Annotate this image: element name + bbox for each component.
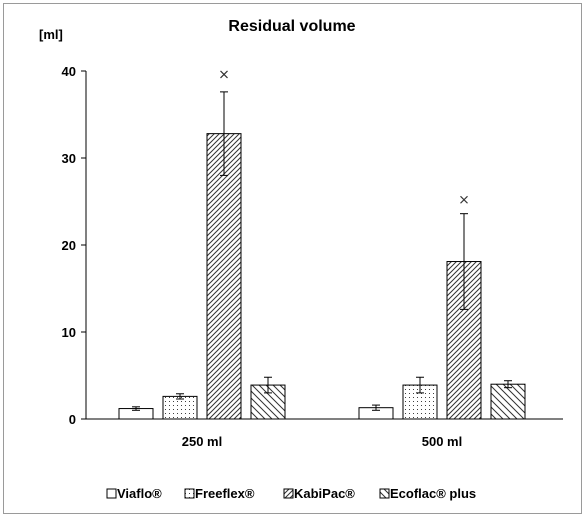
chart-title: Residual volume [228, 18, 355, 35]
outlier-marker [460, 195, 468, 204]
y-tick-label: 40 [62, 64, 76, 79]
bar-2-group-1 [162, 395, 198, 420]
legend-swatch [283, 488, 294, 499]
legend-swatch [184, 488, 195, 499]
y-axis-label: [ml] [39, 27, 63, 42]
y-tick-label: 30 [62, 151, 76, 166]
legend-label: Viaflo® [117, 486, 162, 501]
y-tick-label: 10 [62, 325, 76, 340]
x-tick-label: 250 ml [182, 434, 222, 449]
x-tick-label: 500 ml [422, 434, 462, 449]
bar-3-group-1 [206, 133, 242, 420]
outlier-marker [220, 70, 228, 79]
y-tick-label: 0 [69, 412, 76, 427]
legend-label: KabiPac® [294, 486, 355, 501]
bar-chart: Residual volume [ml] 0 10 20 30 40 250 ml 500… [39, 18, 563, 501]
legend-swatch [106, 488, 117, 499]
chart-frame: Residual volume [ml] 0 10 20 30 40 250 ml 500… [3, 3, 582, 514]
legend: Viaflo® Freeflex® KabiPac® Ecoflac® plus [106, 486, 476, 501]
legend-label: Freeflex® [195, 486, 255, 501]
y-axis-ticks: 0 10 20 30 40 [62, 64, 86, 427]
y-tick-label: 20 [62, 238, 76, 253]
outlier-markers [220, 70, 468, 204]
error-bars [132, 91, 512, 411]
legend-label: Ecoflac® plus [390, 486, 476, 501]
legend-swatch [379, 488, 390, 499]
bar-4-group-2 [490, 383, 526, 420]
x-axis-labels: 250 ml 500 ml [182, 434, 462, 449]
